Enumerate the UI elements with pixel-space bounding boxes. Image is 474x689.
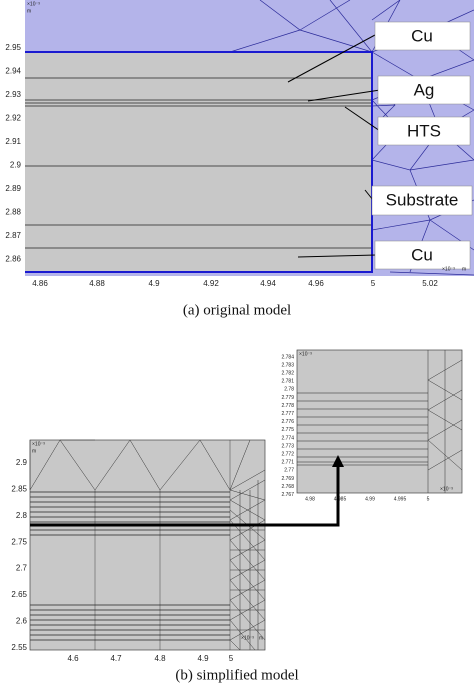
y-tick-label: 2.772 [281, 452, 294, 458]
y-tick-label: 2.784 [281, 354, 294, 360]
y-tick-label: 2.767 [281, 492, 294, 498]
x-tick-label: 5 [427, 496, 430, 502]
y-unit: m [32, 448, 36, 454]
frame [29, 439, 266, 651]
y-tick-label: 2.9 [16, 458, 28, 467]
x-tick-label: 5 [371, 279, 376, 288]
mesh [427, 350, 463, 493]
y-tick-label: 2.86 [5, 255, 21, 264]
x-tick-label: 4.92 [203, 279, 219, 288]
region-label: Cu [411, 26, 433, 45]
y-tick-label: 2.776 [281, 419, 294, 425]
caption: (b) simplified model [175, 667, 298, 683]
y-tick-label: 2.769 [281, 476, 294, 482]
y-tick-label: 2.782 [281, 371, 294, 377]
x-tick-label: 4.9 [197, 654, 209, 663]
x-tick-label: 4.99 [365, 496, 375, 502]
y-tick-label: 2.93 [5, 90, 21, 99]
y-tick-label: 2.777 [281, 411, 294, 417]
x-tick-label: 4.8 [154, 654, 166, 663]
caption: (a) original model [183, 302, 291, 318]
y-tick-label: 2.775 [281, 427, 294, 433]
y-tick-label: 2.783 [281, 362, 294, 368]
x-tick-label: 4.995 [394, 496, 407, 502]
x-tick-label: 4.94 [260, 279, 276, 288]
region-label: Substrate [386, 190, 459, 209]
y-tick-label: 2.771 [281, 460, 294, 466]
y-tick-label: 2.768 [281, 484, 294, 490]
y-tick-label: 2.92 [5, 114, 21, 123]
y-tick-label: 2.7 [16, 564, 28, 573]
layer-lines [25, 77, 372, 249]
layer-lines [30, 491, 230, 641]
arrow-head [332, 455, 344, 467]
y-tick-label: 2.75 [11, 537, 27, 546]
x-unit: m [259, 635, 263, 641]
zoom-arrow [30, 465, 340, 527]
y-tick-label: 2.55 [11, 643, 27, 652]
x-exponent: ×10⁻³ [442, 266, 455, 272]
x-exponent: ×10⁻³ [440, 486, 453, 492]
y-tick-label: 2.778 [281, 403, 294, 409]
x-tick-label: 4.88 [89, 279, 105, 288]
y-tick-label: 2.774 [281, 435, 294, 441]
leader-lines [287, 34, 381, 258]
region-label: Ag [414, 80, 435, 99]
y-tick-label: 2.87 [5, 231, 21, 240]
y-unit: m [27, 8, 31, 14]
region-label: Cu [411, 245, 433, 264]
x-tick-label: 4.9 [148, 279, 160, 288]
boundary [25, 51, 373, 273]
y-tick-label: 2.9 [10, 161, 22, 170]
y-tick-label: 2.779 [281, 395, 294, 401]
inset-area [296, 349, 463, 494]
label-boxes [371, 21, 473, 270]
layer-lines [297, 392, 428, 466]
x-tick-label: 4.7 [110, 654, 122, 663]
y-tick-label: 2.89 [5, 184, 21, 193]
x-tick-label: 5 [229, 654, 234, 663]
y-tick-label: 2.781 [281, 379, 294, 385]
x-unit: m [462, 266, 466, 272]
conductor-region [25, 52, 372, 272]
y-tick-label: 2.78 [284, 387, 294, 393]
x-tick-label: 4.86 [32, 279, 48, 288]
x-tick-label: 4.985 [334, 496, 347, 502]
x-tick-label: 4.6 [67, 654, 79, 663]
y-tick-label: 2.85 [11, 485, 27, 494]
y-tick-label: 2.77 [284, 468, 294, 474]
y-exponent: ×10⁻³ [32, 441, 45, 447]
y-tick-label: 2.6 [16, 617, 28, 626]
x-tick-label: 4.96 [308, 279, 324, 288]
y-tick-label: 2.88 [5, 208, 21, 217]
region-label: HTS [407, 121, 441, 140]
y-tick-label: 2.773 [281, 443, 294, 449]
y-tick-label: 2.8 [16, 511, 28, 520]
x-tick-label: 4.98 [305, 496, 315, 502]
y-tick-label: 2.94 [5, 67, 21, 76]
y-exponent: ×10⁻³ [299, 351, 312, 357]
y-tick-label: 2.65 [11, 590, 27, 599]
y-tick-label: 2.91 [5, 137, 21, 146]
x-exponent: ×10⁻³ [241, 635, 254, 641]
y-tick-label: 2.95 [5, 43, 21, 52]
x-tick-label: 5.02 [422, 279, 438, 288]
y-exponent: ×10⁻³ [27, 1, 40, 7]
